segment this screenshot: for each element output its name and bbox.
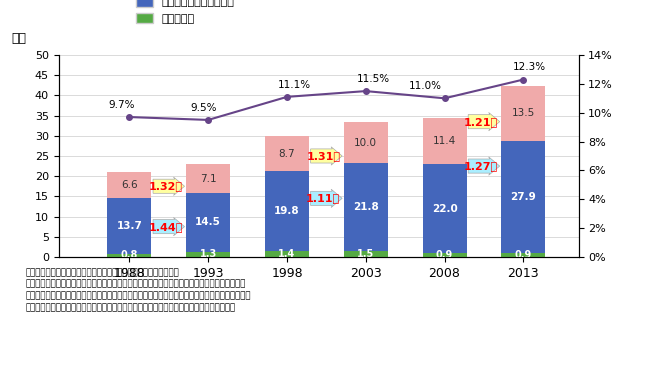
Text: 0.8: 0.8: [121, 250, 138, 260]
Bar: [501, 86, 545, 141]
Text: 14.5: 14.5: [195, 217, 221, 228]
Bar: [186, 164, 230, 193]
Text: 7.1: 7.1: [200, 174, 216, 184]
Bar: [501, 253, 545, 257]
Bar: [107, 172, 151, 198]
Text: 万戸: 万戸: [12, 32, 27, 45]
Text: 11.4: 11.4: [433, 137, 456, 146]
Text: 0.9: 0.9: [436, 250, 453, 260]
Legend: その他の住宅, 賌貸用又は売却用の住宅, 二次的住宅: その他の住宅, 賌貸用又は売却用の住宅, 二次的住宅: [132, 0, 239, 28]
Bar: [422, 164, 467, 253]
Bar: [186, 252, 230, 257]
Bar: [422, 119, 467, 164]
Text: 1.4: 1.4: [278, 249, 296, 259]
Bar: [107, 254, 151, 257]
Text: 13.7: 13.7: [116, 221, 142, 231]
Bar: [265, 136, 309, 171]
Bar: [265, 251, 309, 257]
FancyArrow shape: [153, 217, 185, 236]
Bar: [344, 163, 388, 251]
FancyArrow shape: [468, 112, 500, 131]
FancyArrow shape: [153, 177, 185, 196]
Text: 19.8: 19.8: [274, 206, 300, 216]
Text: 11.5%: 11.5%: [357, 74, 390, 84]
Text: 1.32倍: 1.32倍: [149, 181, 183, 191]
Text: 1.44倍: 1.44倍: [148, 222, 183, 232]
Text: 1.31倍: 1.31倍: [306, 151, 340, 161]
FancyArrow shape: [311, 147, 342, 165]
Text: 22.0: 22.0: [432, 204, 458, 214]
Bar: [501, 141, 545, 253]
FancyArrow shape: [468, 157, 500, 175]
Bar: [265, 171, 309, 251]
Text: 9.7%: 9.7%: [109, 100, 135, 110]
Text: 1.27倍: 1.27倍: [463, 161, 498, 171]
Bar: [107, 198, 151, 254]
Text: 1.5: 1.5: [357, 249, 374, 259]
Bar: [186, 193, 230, 252]
Text: 9.5%: 9.5%: [190, 103, 216, 113]
FancyArrow shape: [311, 189, 342, 208]
Bar: [344, 251, 388, 257]
Text: 21.8: 21.8: [353, 202, 379, 212]
Bar: [344, 123, 388, 163]
Bar: [422, 253, 467, 257]
Text: 13.5: 13.5: [512, 108, 535, 119]
Text: 1.3: 1.3: [200, 249, 217, 259]
Text: 1.21倍: 1.21倍: [463, 117, 498, 127]
Text: 8.7: 8.7: [279, 149, 295, 159]
Text: 0.9: 0.9: [515, 250, 532, 260]
Text: 27.9: 27.9: [510, 192, 536, 202]
Text: 12.3%: 12.3%: [513, 62, 546, 72]
Text: 6.6: 6.6: [121, 180, 138, 190]
Text: 11.1%: 11.1%: [278, 80, 311, 90]
Text: 10.0: 10.0: [354, 138, 377, 148]
Text: 二次的住宅：別荘及びその他（たまに宿泊まりする人がいる住宅）
賌貸用又は売却用の住宅：新築、中古を問わず、賌貸又は売却のために空き家になっている住宅
その他の住: 二次的住宅：別荘及びその他（たまに宿泊まりする人がいる住宅） 賌貸用又は売却用の…: [26, 268, 252, 312]
Text: 1.11倍: 1.11倍: [306, 193, 341, 203]
Text: 11.0%: 11.0%: [409, 81, 442, 91]
